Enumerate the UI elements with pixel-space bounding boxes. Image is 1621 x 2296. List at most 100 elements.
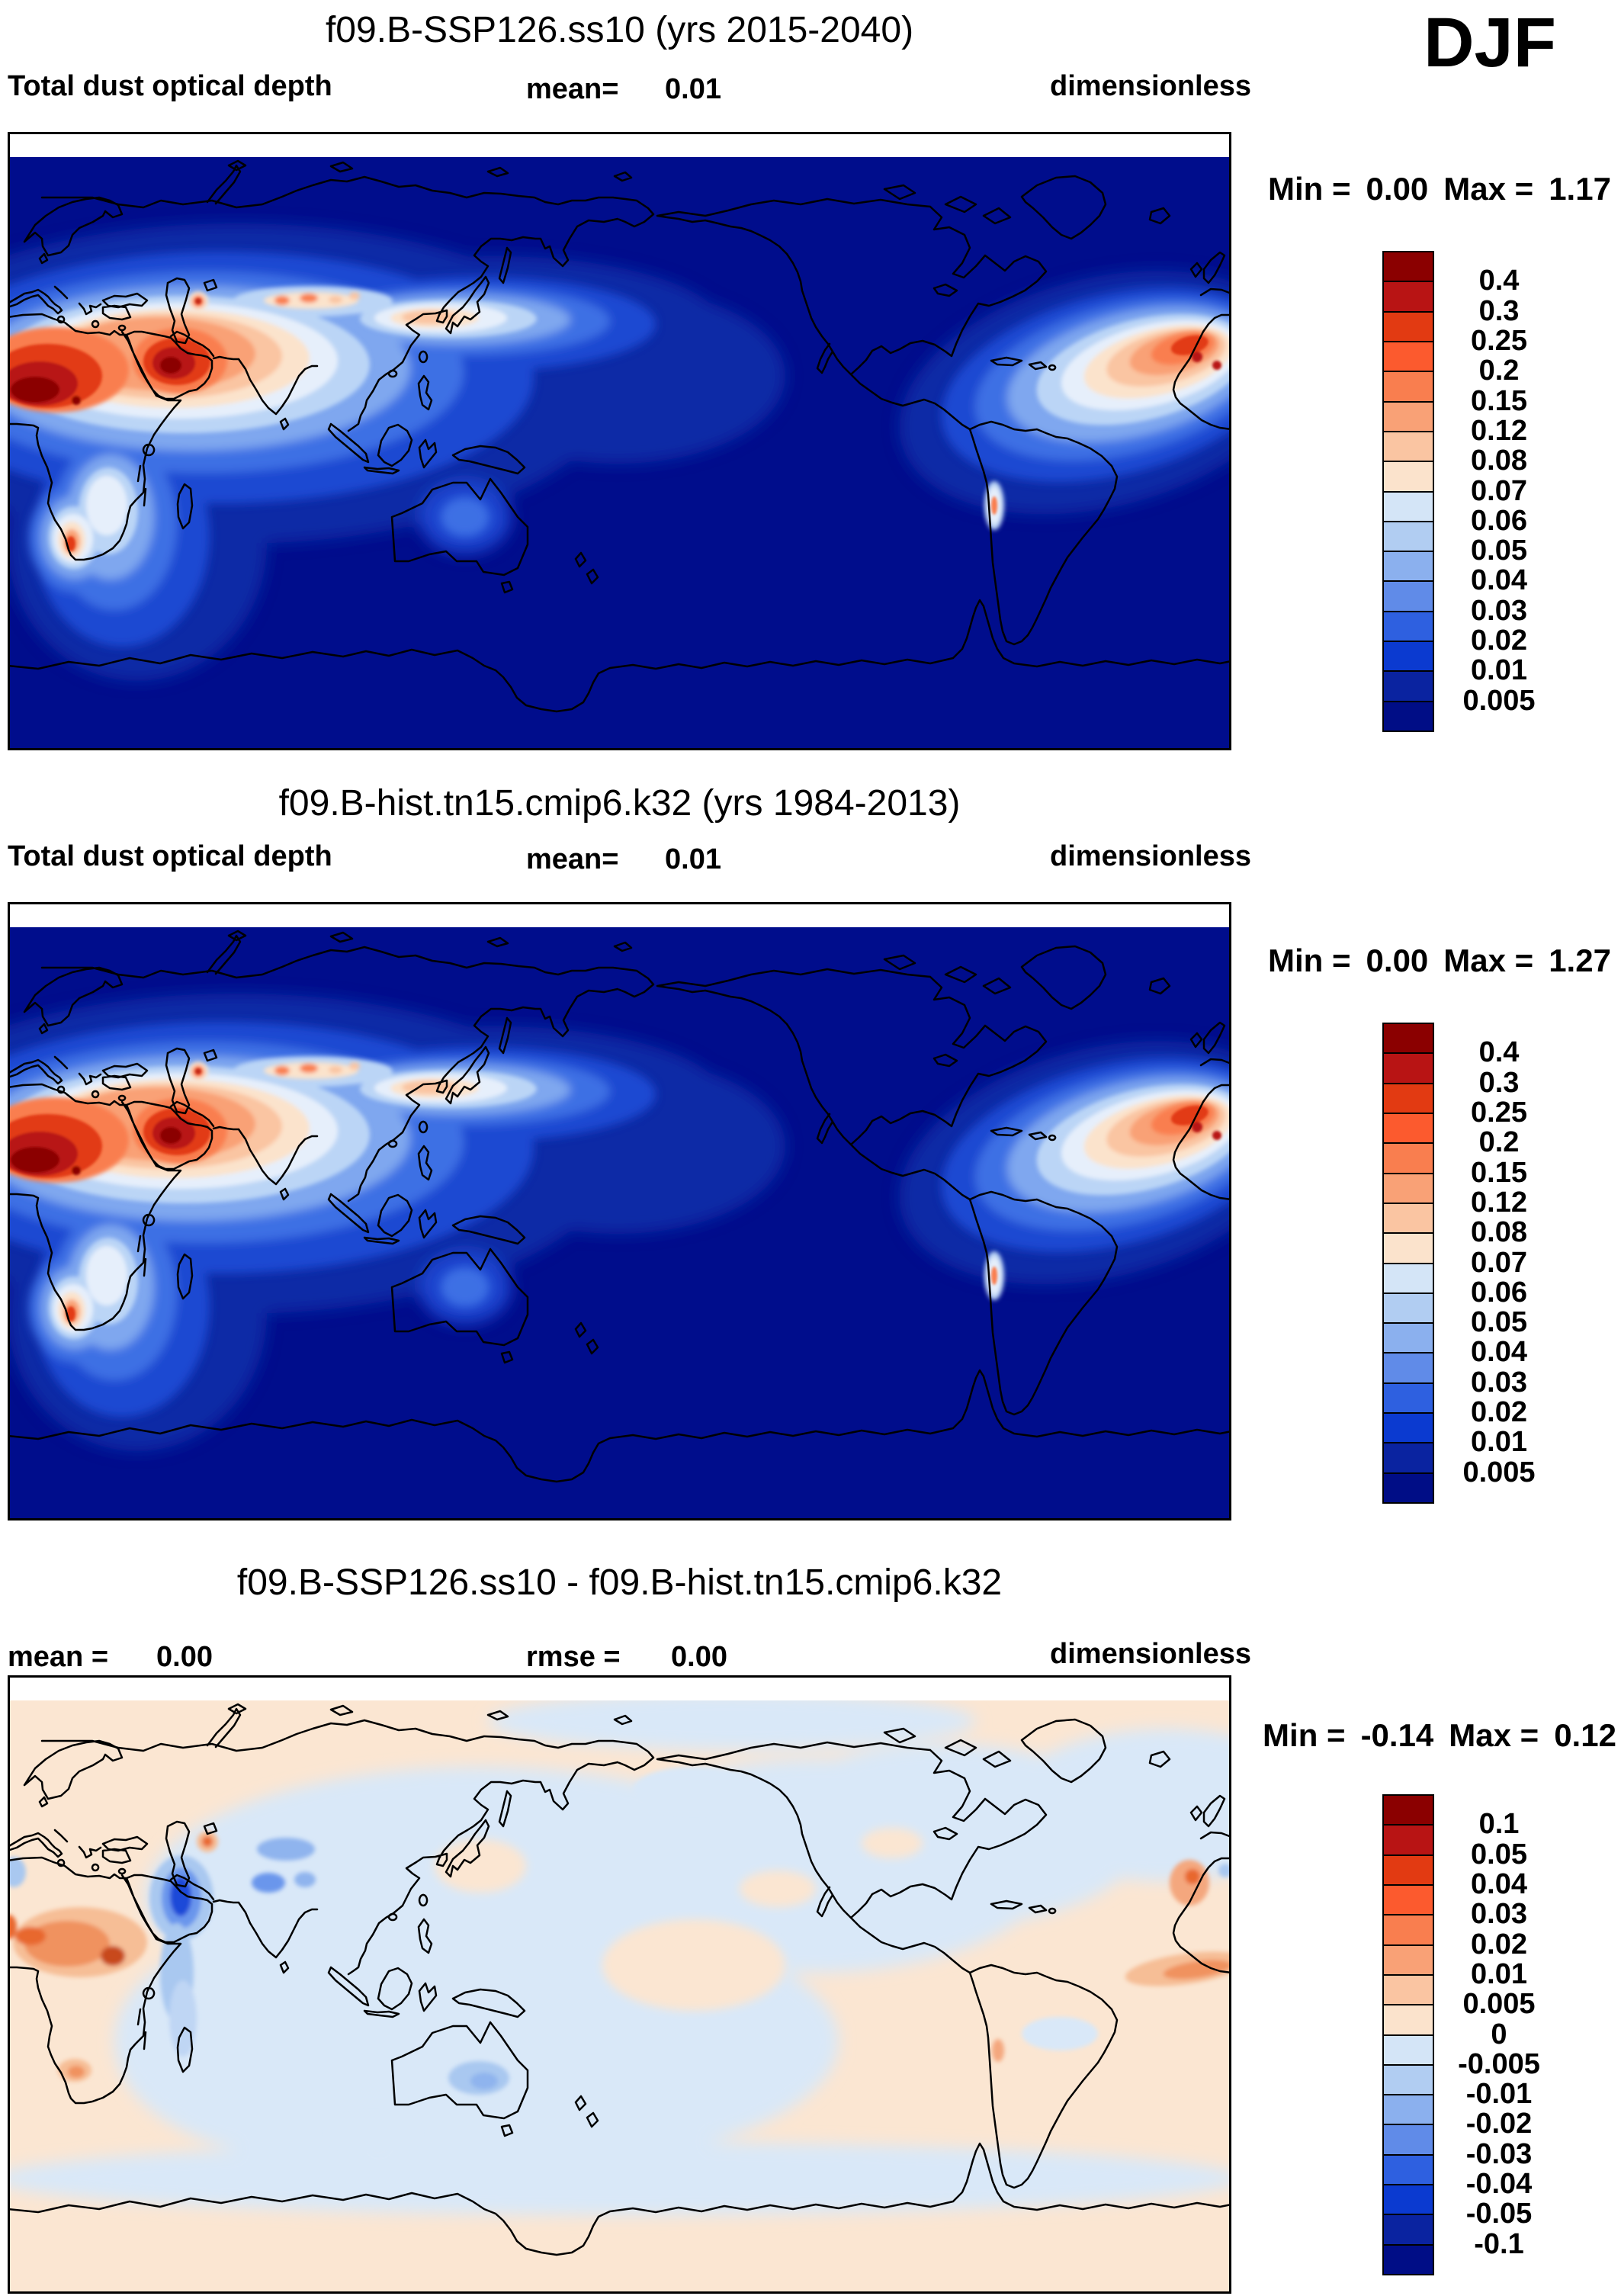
colorbar-tick-label: 0.03 [1471, 594, 1527, 627]
colorbar-segment [1382, 340, 1434, 373]
colorbar-segment [1382, 1472, 1434, 1504]
colorbar-segment [1382, 1322, 1434, 1354]
colorbar-segment [1382, 670, 1434, 702]
colorbar-tick-label: 0.12 [1471, 1186, 1527, 1219]
panel2-min-label: Min = [1268, 942, 1351, 978]
panel3-stats: Min = -0.14 Max = 0.12 [1258, 1717, 1621, 1754]
colorbar-segment [1382, 1142, 1434, 1174]
panel3-max-value: 0.12 [1554, 1717, 1616, 1753]
panel3-colorbar: 0.1 0.05 0.04 0.03 0.02 0.01 0.005 0 -0.005 -0.01… [1382, 1794, 1588, 2282]
panel1-polar-cap [8, 132, 1231, 157]
colorbar-tick-label: -0.01 [1465, 2078, 1533, 2111]
colorbar-tick-label: 0.05 [1471, 1306, 1527, 1339]
colorbar-tick-label: 0.08 [1471, 445, 1527, 477]
panel1-min-value: 0.00 [1366, 171, 1429, 207]
colorbar-tick-label: 0.2 [1478, 1126, 1520, 1159]
panel3-mean-value: 0.00 [156, 1641, 213, 1673]
colorbar-segment [1382, 2243, 1434, 2275]
panel3-map-border [8, 1675, 1231, 2294]
colorbar-tick-label: 0.03 [1471, 1366, 1527, 1398]
colorbar-segment [1382, 551, 1434, 583]
panel3-map-difference-field [8, 1675, 1231, 2294]
panel2-title: f09.B-hist.tn15.cmip6.k32 (yrs 1984-2013… [278, 783, 961, 824]
colorbar-segment [1382, 2063, 1434, 2096]
colorbar-segment [1382, 1883, 1434, 1916]
colorbar-segment [1382, 1382, 1434, 1415]
season-label: DJF [1424, 4, 1556, 82]
colorbar-segment [1382, 1914, 1434, 1946]
colorbar-tick-label: 0.005 [1462, 1988, 1536, 2021]
panel1-mean-label: mean= [526, 73, 619, 105]
colorbar-segment [1382, 1082, 1434, 1114]
colorbar-tick-label: 0.2 [1478, 355, 1520, 387]
colorbar-tick-label: 0.15 [1471, 384, 1527, 417]
colorbar-tick-label: -0.02 [1465, 2108, 1533, 2140]
colorbar-segment [1382, 2153, 1434, 2186]
colorbar-segment [1382, 2094, 1434, 2126]
panel2-map-dust-field [8, 902, 1231, 1520]
panel1-max-value: 1.17 [1549, 171, 1611, 207]
colorbar-segment [1382, 641, 1434, 673]
colorbar-tick-label: 0.06 [1471, 504, 1527, 537]
colorbar-segment [1382, 1232, 1434, 1264]
colorbar-tick-label: -0.005 [1458, 2047, 1540, 2080]
colorbar-segment [1382, 1824, 1434, 1856]
panel2-polar-cap [8, 902, 1231, 927]
panel2-units-label: dimensionless [1050, 840, 1251, 872]
panel1-units-label: dimensionless [1050, 70, 1251, 102]
panel3-units-label: dimensionless [1050, 1638, 1251, 1670]
colorbar-segment [1382, 1172, 1434, 1204]
colorbar-segment [1382, 490, 1434, 522]
colorbar-tick-label: 0.05 [1471, 1838, 1527, 1871]
colorbar-segment [1382, 1023, 1434, 1055]
colorbar-segment [1382, 1112, 1434, 1145]
colorbar-tick-label: 0.03 [1471, 1898, 1527, 1931]
panel1-field-label: Total dust optical depth [8, 70, 332, 102]
colorbar-segment [1382, 1442, 1434, 1474]
colorbar-segment [1382, 2214, 1434, 2246]
colorbar-segment [1382, 1052, 1434, 1084]
colorbar-segment [1382, 281, 1434, 313]
colorbar-tick-label: -0.04 [1465, 2168, 1533, 2201]
colorbar-tick-label: 0.02 [1471, 625, 1527, 657]
colorbar-segment [1382, 580, 1434, 612]
colorbar-tick-label: 0.005 [1462, 684, 1536, 717]
panel3-rmse-value: 0.00 [671, 1641, 727, 1673]
colorbar-segment [1382, 461, 1434, 493]
panel1-mean-value: 0.01 [665, 73, 721, 105]
colorbar-tick-label: 0.25 [1471, 1096, 1527, 1129]
panel2-min-value: 0.00 [1366, 942, 1429, 978]
colorbar-tick-label: 0.02 [1471, 1396, 1527, 1429]
colorbar-tick-label: 0.01 [1471, 1426, 1527, 1459]
panel3-min-value: -0.14 [1360, 1717, 1434, 1753]
colorbar-tick-label: 0.05 [1471, 535, 1527, 567]
panel3-mean-label: mean = [8, 1641, 109, 1673]
colorbar-segment [1382, 1412, 1434, 1444]
colorbar-tick-label: 0.25 [1471, 324, 1527, 357]
colorbar-segment [1382, 1944, 1434, 1976]
colorbar-tick-label: 0.4 [1478, 1036, 1520, 1069]
panel3-rmse-label: rmse = [526, 1641, 621, 1673]
colorbar-tick-label: 0.07 [1471, 474, 1527, 507]
colorbar-tick-label: -0.03 [1465, 2137, 1533, 2170]
colorbar-tick-label: 0.02 [1471, 1928, 1527, 1960]
panel1-colorbar: 0.4 0.3 0.25 0.2 0.15 0.12 0.08 0.07 0.06 0.05 0.0… [1382, 251, 1588, 739]
colorbar-tick-label: 0.06 [1471, 1276, 1527, 1309]
colorbar-tick-label: 0.08 [1471, 1216, 1527, 1249]
panel2-max-label: Max = [1443, 942, 1534, 978]
colorbar-segment [1382, 2184, 1434, 2216]
colorbar-segment [1382, 610, 1434, 643]
colorbar-segment [1382, 310, 1434, 342]
panel1-max-label: Max = [1443, 171, 1534, 207]
panel1-title: f09.B-SSP126.ss10 (yrs 2015-2040) [325, 10, 914, 50]
panel2-mean-label: mean= [526, 843, 619, 875]
colorbar-tick-label: 0.01 [1471, 654, 1527, 687]
panel1-map-border [8, 132, 1231, 750]
panel2-map-border [8, 902, 1231, 1520]
colorbar-segment [1382, 251, 1434, 283]
colorbar-tick-label: 0 [1491, 2018, 1507, 2050]
colorbar-segment [1382, 1202, 1434, 1235]
colorbar-tick-label: -0.1 [1474, 2227, 1524, 2260]
colorbar-tick-label: 0.04 [1471, 564, 1527, 597]
